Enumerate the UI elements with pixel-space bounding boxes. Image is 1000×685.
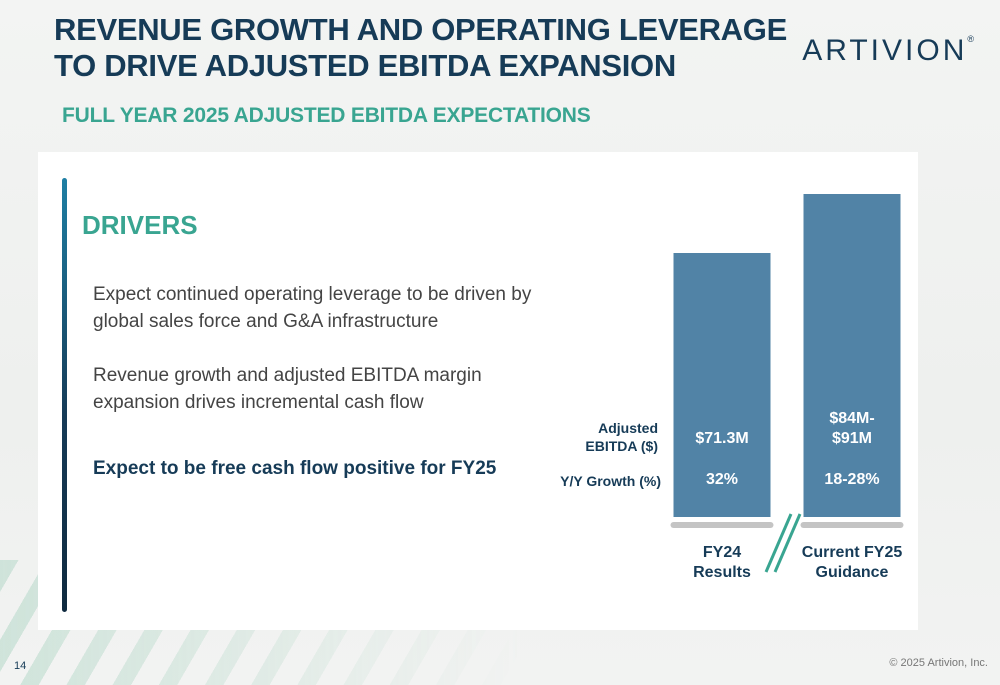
growth-label-2-line-1: 18-28% — [824, 471, 879, 488]
title-line-2: TO DRIVE ADJUSTED EBITDA EXPANSION — [54, 48, 676, 83]
content-card — [38, 152, 918, 630]
copyright: © 2025 Artivion, Inc. — [889, 657, 988, 669]
value-label-1: $71.3M — [695, 430, 748, 447]
page-number: 14 — [14, 660, 27, 672]
row-label-ebitda-line-2: EBITDA ($) — [585, 438, 658, 454]
row-label-growth: Y/Y Growth (%) — [560, 473, 661, 489]
title-line-1: REVENUE GROWTH AND OPERATING LEVERAGE — [54, 12, 787, 47]
growth-label-1: 32% — [706, 471, 738, 488]
category-label-2: Current FY25 Guidance — [802, 544, 903, 581]
axis-break-line-1 — [764, 513, 793, 573]
category-label-1-line-1: FY24 — [703, 544, 741, 561]
artivion-logo: ARTIVION® — [802, 34, 974, 68]
accent-bar — [62, 178, 67, 612]
row-label-ebitda-line-1: Adjusted — [598, 420, 658, 436]
slide-title: REVENUE GROWTH AND OPERATING LEVERAGE TO… — [54, 12, 787, 84]
bar-1 — [673, 253, 771, 517]
logo-text: ARTIVION — [802, 34, 968, 67]
value-label-2-line-1: $84M- — [829, 410, 874, 427]
bar-2-base — [800, 522, 904, 528]
growth-label-1-line-1: 32% — [706, 471, 738, 488]
category-label-1: FY24 Results — [693, 544, 751, 581]
category-label-2-line-1: Current FY25 — [802, 544, 903, 561]
bar-1-base — [670, 522, 774, 528]
value-label-2-line-2: $91M — [832, 430, 872, 447]
logo-registered-mark: ® — [967, 34, 974, 44]
slide-subtitle: FULL YEAR 2025 ADJUSTED EBITDA EXPECTATI… — [62, 104, 591, 127]
value-label-1-line-1: $71.3M — [695, 430, 748, 447]
category-label-1-line-2: Results — [693, 564, 751, 581]
driver-bullet-1: Expect continued operating leverage to b… — [93, 284, 532, 332]
driver-bullet-3: Expect to be free cash flow positive for… — [93, 458, 497, 479]
drivers-heading: DRIVERS — [82, 210, 198, 240]
ebitda-bar-chart: $71.3M 32% FY24 Results $84M- $91M 18-28% Curre… — [560, 194, 904, 581]
value-label-2: $84M- $91M — [829, 410, 874, 447]
row-label-growth-line-1: Y/Y Growth (%) — [560, 473, 661, 489]
driver-bullet-2: Revenue growth and adjusted EBITDA margi… — [93, 365, 482, 413]
axis-break-line-2 — [773, 513, 802, 573]
row-label-ebitda: Adjusted EBITDA ($) — [585, 420, 658, 454]
growth-label-2: 18-28% — [824, 471, 879, 488]
bar-2 — [803, 194, 901, 517]
category-label-2-line-2: Guidance — [816, 564, 889, 581]
